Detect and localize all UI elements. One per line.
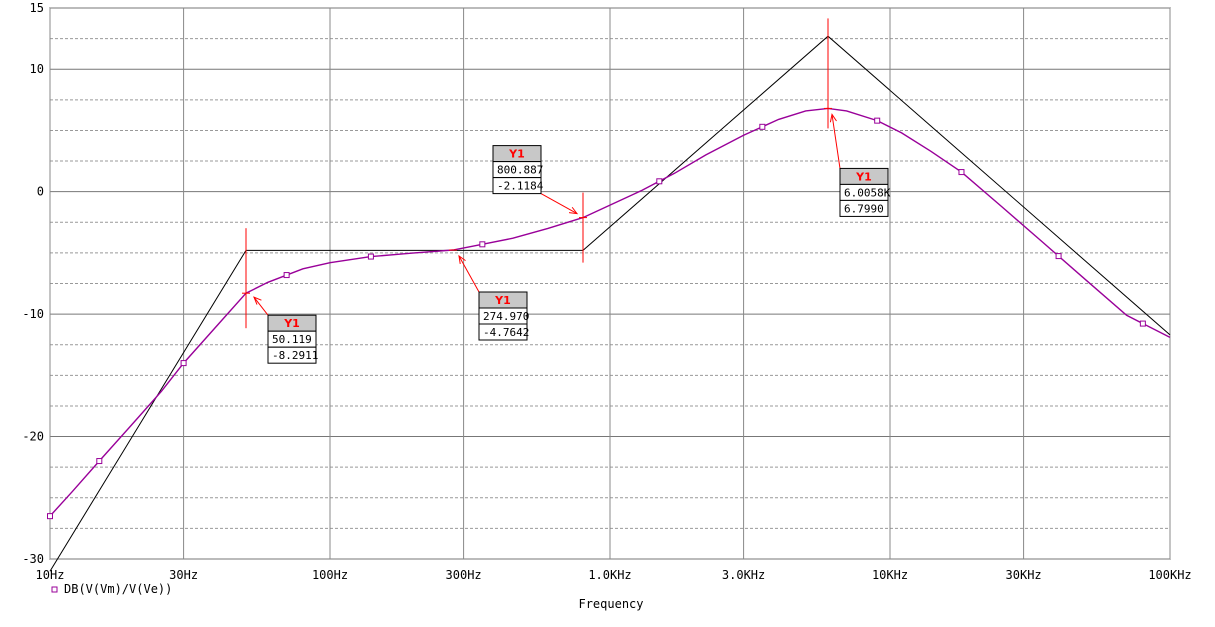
x-tick-label: 100Hz: [312, 568, 348, 582]
data-point-marker: [759, 123, 766, 130]
x-tick-label: 100KHz: [1148, 568, 1191, 582]
cursor-y-value: -4.7642: [483, 326, 529, 339]
legend-label: DB(V(Vm)/V(Ve)): [64, 582, 172, 596]
x-tick-label: 10Hz: [36, 568, 65, 582]
cursor-x-value: 50.119: [272, 333, 312, 346]
cursor-arrowhead: [253, 296, 262, 305]
series-line: [49, 107, 1171, 517]
data-point-marker: [958, 169, 965, 176]
x-tick-label: 300Hz: [446, 568, 482, 582]
y-tick-label: -30: [22, 552, 44, 566]
series-layer: [47, 107, 1171, 520]
y-tick-label: -20: [22, 430, 44, 444]
cursor-label-box: Y1 6.0058K 6.7990: [839, 167, 891, 217]
legend: DB(V(Vm)/V(Ve)): [51, 582, 172, 596]
data-point-marker: [1139, 320, 1146, 327]
cursor-label-box: Y1 274.970 -4.7642: [478, 291, 529, 341]
cursor-arrow: [458, 255, 480, 293]
cursor-arrowhead: [829, 113, 837, 123]
x-tick-label: 30KHz: [1006, 568, 1042, 582]
cursor-layer: Y1 50.119 -8.2911 Y1 274.970 -4.7642 Y1 800.887…: [242, 18, 891, 364]
cursor-title: Y1: [494, 294, 511, 307]
x-tick-label: 1.0KHz: [588, 568, 631, 582]
data-point-marker: [283, 272, 290, 279]
y-tick-label: 0: [37, 185, 44, 199]
y-tick-label: 15: [30, 1, 44, 15]
cursor-arrowhead: [568, 206, 579, 215]
cursor-y-bg: [839, 199, 889, 217]
cursor-title: Y1: [283, 317, 300, 330]
grid: [49, 7, 1171, 560]
cursor-label-box: Y1 50.119 -8.2911: [267, 314, 318, 364]
cursor-x-value: 800.887: [497, 164, 543, 177]
cursor-x-value: 274.970: [483, 310, 529, 323]
data-point-marker: [180, 360, 187, 367]
y-tick-label: -10: [22, 307, 44, 321]
data-point-marker: [656, 178, 663, 185]
y-tick-label: 10: [30, 62, 44, 76]
cursor-title: Y1: [508, 148, 525, 161]
data-point-marker: [47, 513, 53, 520]
data-point-marker: [367, 253, 374, 260]
cursor-y-value: 6.7990: [844, 202, 884, 215]
tick-labels: 10Hz 30Hz 100Hz 300Hz 1.0KHz 3.0KHz 10KHz 30KHz…: [22, 1, 1191, 582]
cursor-y-bg: [478, 323, 528, 341]
x-tick-label: 3.0KHz: [722, 568, 765, 582]
cursor-label-box: Y1 800.887 -2.1184: [492, 145, 544, 195]
data-point-marker: [874, 117, 881, 124]
cursor-arrowhead: [458, 254, 466, 264]
data-point-marker: [479, 241, 486, 248]
cursor-y-value: -8.2911: [272, 349, 318, 362]
cursor-title: Y1: [855, 170, 872, 183]
cursor-arrow: [253, 296, 269, 316]
data-point-marker: [1055, 253, 1062, 260]
cursor-y-bg: [267, 346, 317, 364]
cursor-x-value: 6.0058K: [844, 186, 891, 199]
data-point-marker: [96, 458, 103, 465]
cursor-y-bg: [492, 177, 542, 195]
x-tick-label: 30Hz: [169, 568, 198, 582]
cursor-y-value: -2.1184: [497, 180, 544, 193]
cursor-arrow: [831, 114, 841, 169]
x-axis-title: Frequency: [578, 597, 643, 611]
x-tick-label: 10KHz: [872, 568, 908, 582]
legend-marker: [51, 586, 58, 593]
cursor-arrow: [540, 193, 578, 215]
